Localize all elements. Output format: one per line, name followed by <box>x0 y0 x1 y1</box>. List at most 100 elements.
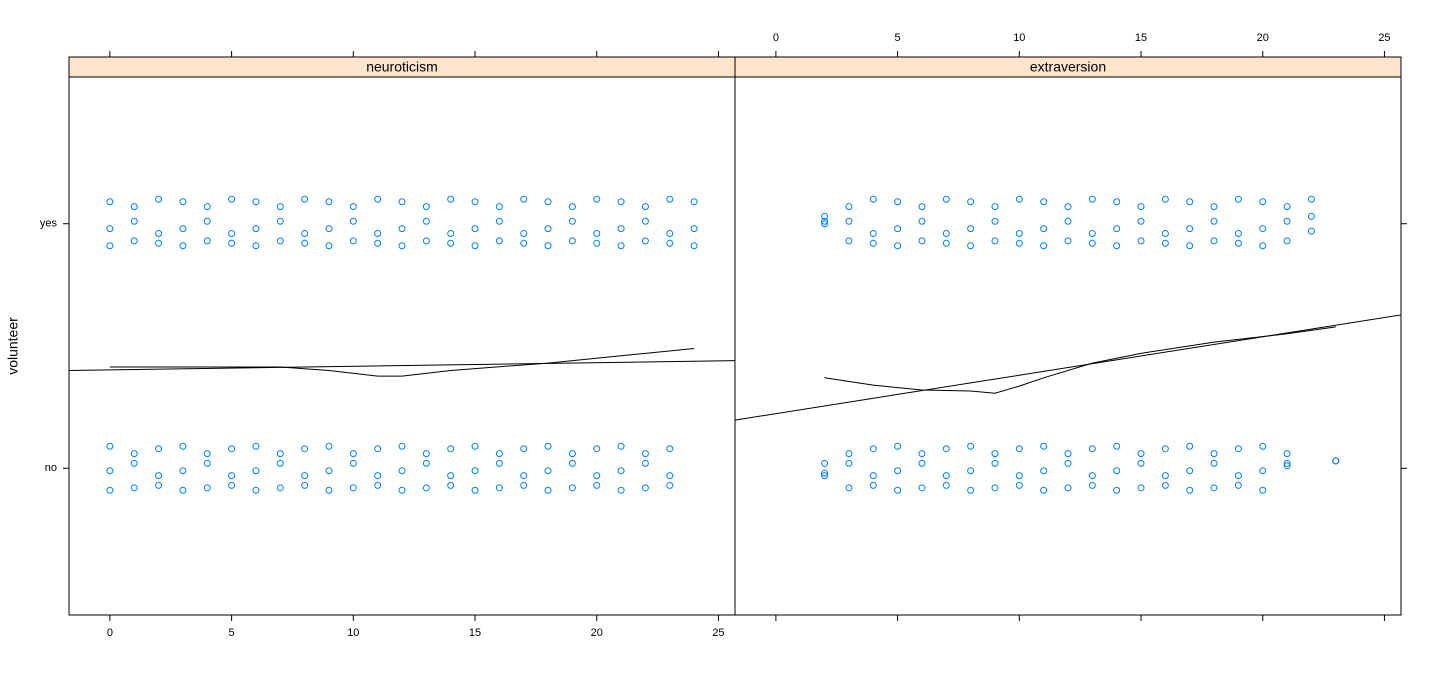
point <box>666 445 674 453</box>
point <box>617 225 625 233</box>
point <box>1210 217 1218 225</box>
point <box>179 225 187 233</box>
point <box>821 220 829 228</box>
smooth-line <box>824 326 1336 394</box>
point <box>641 217 649 225</box>
strip-label: neuroticism <box>366 59 438 75</box>
point <box>520 472 528 480</box>
point <box>593 230 601 238</box>
point <box>398 198 406 206</box>
point <box>203 459 211 467</box>
point <box>544 486 552 494</box>
point <box>1064 459 1072 467</box>
point <box>690 242 698 250</box>
point <box>495 203 503 211</box>
linear-line <box>734 314 1402 421</box>
point <box>1259 442 1267 450</box>
strip-label: extraversion <box>1030 59 1106 75</box>
x-tick-label: 15 <box>1135 32 1147 44</box>
point <box>894 225 902 233</box>
point <box>349 484 357 492</box>
point <box>666 239 674 247</box>
point <box>666 230 674 238</box>
point <box>568 203 576 211</box>
point <box>374 195 382 203</box>
point <box>593 445 601 453</box>
point <box>593 481 601 489</box>
point <box>568 237 576 245</box>
point <box>942 239 950 247</box>
point <box>1137 459 1145 467</box>
x-tick-label: 5 <box>895 32 901 44</box>
point <box>1234 472 1242 480</box>
point <box>471 442 479 450</box>
point <box>641 484 649 492</box>
point <box>179 467 187 475</box>
point <box>1283 462 1291 470</box>
point <box>349 450 357 458</box>
point <box>821 212 829 220</box>
point <box>690 198 698 206</box>
point <box>942 445 950 453</box>
point <box>869 472 877 480</box>
point <box>349 203 357 211</box>
point <box>203 450 211 458</box>
point <box>228 472 236 480</box>
point <box>821 469 829 477</box>
point <box>179 198 187 206</box>
point <box>1040 198 1048 206</box>
point <box>155 481 163 489</box>
point <box>1064 484 1072 492</box>
point <box>130 217 138 225</box>
point <box>967 198 975 206</box>
point <box>276 217 284 225</box>
point <box>1283 450 1291 458</box>
point <box>1307 212 1315 220</box>
point <box>1283 459 1291 467</box>
point <box>203 484 211 492</box>
point <box>1040 225 1048 233</box>
point <box>617 467 625 475</box>
point <box>203 203 211 211</box>
point <box>991 450 999 458</box>
point <box>1307 227 1315 235</box>
point <box>1234 481 1242 489</box>
point <box>155 472 163 480</box>
point <box>1186 442 1194 450</box>
point <box>349 459 357 467</box>
point <box>1113 198 1121 206</box>
point <box>1040 442 1048 450</box>
point <box>1161 445 1169 453</box>
point <box>1113 242 1121 250</box>
point <box>568 459 576 467</box>
point <box>845 203 853 211</box>
point <box>617 242 625 250</box>
point <box>1161 472 1169 480</box>
point <box>1015 445 1023 453</box>
point <box>544 225 552 233</box>
point <box>447 481 455 489</box>
point <box>1064 203 1072 211</box>
point <box>1210 237 1218 245</box>
point <box>568 484 576 492</box>
point <box>179 486 187 494</box>
point <box>276 203 284 211</box>
point <box>1088 230 1096 238</box>
point <box>179 242 187 250</box>
point <box>422 217 430 225</box>
point <box>869 239 877 247</box>
point <box>1137 484 1145 492</box>
point <box>447 195 455 203</box>
point <box>106 225 114 233</box>
point <box>374 472 382 480</box>
point <box>471 467 479 475</box>
x-tick-label: 5 <box>229 627 235 639</box>
point <box>544 467 552 475</box>
point <box>1113 486 1121 494</box>
point <box>641 450 649 458</box>
point <box>821 217 829 225</box>
x-tick-label: 20 <box>1257 32 1269 44</box>
point <box>568 217 576 225</box>
point <box>967 467 975 475</box>
point <box>155 239 163 247</box>
